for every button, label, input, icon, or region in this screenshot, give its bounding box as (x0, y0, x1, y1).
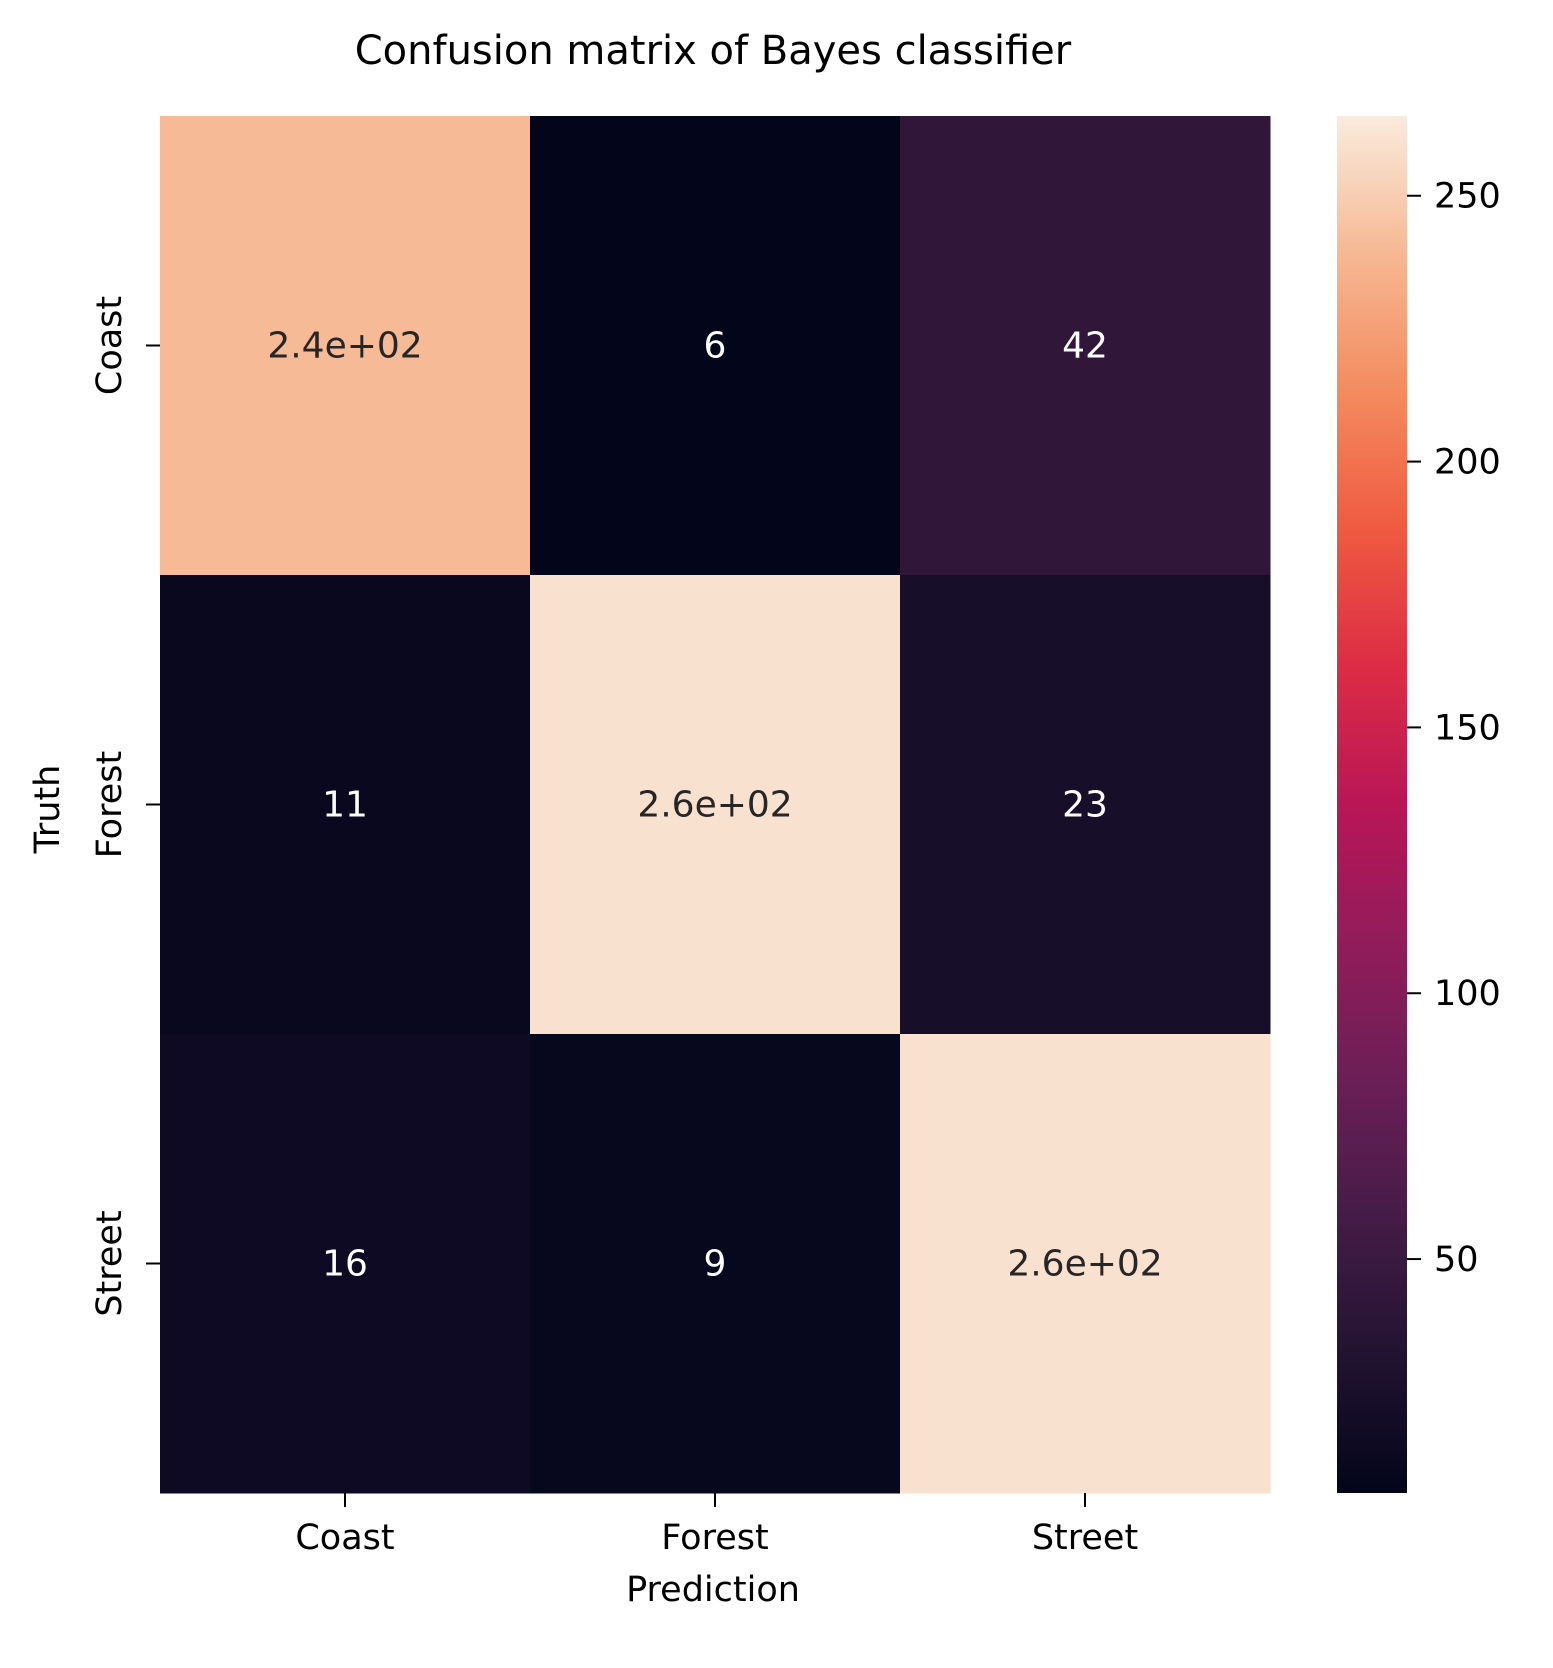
cell-annotation: 6 (704, 326, 727, 367)
colorbar (1337, 116, 1407, 1493)
heatmap-cell-street-street (900, 1034, 1271, 1494)
x-tick-label: Street (1032, 1518, 1138, 1558)
heatmap-cell-forest-coast (160, 575, 531, 1035)
heatmap-cell-coast-coast (160, 116, 531, 576)
heatmap-cell-forest-forest (530, 575, 901, 1035)
cell-annotation: 16 (322, 1244, 368, 1285)
x-tick-label: Forest (661, 1518, 768, 1558)
cell-annotation: 42 (1062, 326, 1108, 367)
cell-annotations: 2.4e+02 6 42 11 2.6e+02 23 16 9 2.6e+02 (267, 326, 1162, 1285)
x-tick-label: Coast (295, 1518, 394, 1558)
colorbar-tick-label: 250 (1434, 177, 1501, 217)
cell-annotation: 2.4e+02 (267, 326, 422, 367)
y-axis-label: Truth (28, 765, 68, 855)
colorbar-tick-label: 100 (1434, 974, 1501, 1014)
cell-annotation: 9 (704, 1244, 727, 1285)
heatmap-cell-street-coast (160, 1034, 531, 1494)
x-axis-label: Prediction (626, 1570, 800, 1610)
y-tick-label: Coast (90, 296, 130, 395)
heatmap-cell-coast-forest (530, 116, 901, 576)
y-tick-label: Forest (90, 751, 130, 858)
heatmap-cell-street-forest (530, 1034, 901, 1494)
colorbar-tick-label: 150 (1434, 708, 1501, 748)
cell-annotation: 2.6e+02 (637, 785, 792, 826)
colorbar-tick-label: 50 (1434, 1240, 1479, 1280)
cell-annotation: 23 (1062, 785, 1108, 826)
cell-annotation: 11 (322, 785, 368, 826)
x-axis-ticks: Coast Forest Street (295, 1493, 1138, 1558)
chart-title: Confusion matrix of Bayes classifier (355, 28, 1072, 74)
heatmap-cell-coast-street (900, 116, 1271, 576)
heatmap-cells (160, 116, 1271, 1494)
heatmap-cell-forest-street (900, 575, 1271, 1035)
colorbar-ticks: 50 100 150 200 250 (1407, 177, 1501, 1280)
colorbar-tick-label: 200 (1434, 443, 1501, 483)
y-tick-label: Street (90, 1210, 130, 1316)
y-axis-ticks: Coast Forest Street (90, 296, 160, 1317)
cell-annotation: 2.6e+02 (1007, 1244, 1162, 1285)
